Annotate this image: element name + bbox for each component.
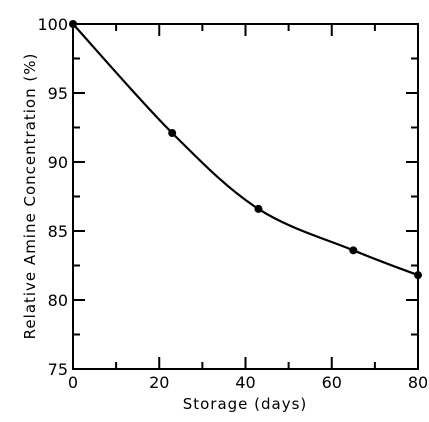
x-axis-ticks: 0 20 40 60 80	[68, 24, 428, 392]
x-tick-label: 60	[322, 373, 342, 392]
series-layer	[69, 20, 422, 280]
y-tick-label: 85	[48, 222, 68, 241]
y-tick-label: 80	[48, 291, 68, 310]
x-tick-label: 20	[149, 373, 169, 392]
data-point	[414, 271, 422, 280]
x-axis-title: Storage (days)	[183, 395, 308, 413]
data-point	[349, 246, 358, 255]
y-tick-label: 100	[37, 15, 68, 34]
data-point	[254, 204, 263, 213]
series-line	[72, 23, 419, 277]
data-point	[69, 20, 77, 28]
y-tick-label: 90	[48, 153, 68, 172]
y-tick-label: 95	[48, 84, 68, 103]
y-tick-label: 75	[48, 360, 68, 379]
y-axis-ticks: 75 80 85 90 95 100	[37, 15, 418, 379]
x-tick-label: 0	[68, 373, 78, 392]
x-tick-label: 80	[408, 373, 428, 392]
plot-frame	[72, 23, 419, 370]
data-point	[168, 129, 177, 138]
y-axis-title: Relative Amine Concentration (%)	[21, 53, 39, 340]
x-tick-label: 40	[235, 373, 255, 392]
